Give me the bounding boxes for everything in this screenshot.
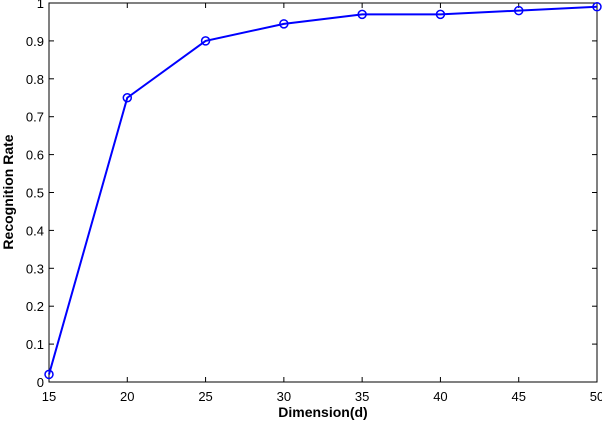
y-tick-label: 0.9 (26, 34, 44, 49)
plot-frame (48, 2, 598, 383)
data-point (435, 9, 446, 20)
data-point (200, 36, 211, 46)
y-tick-label: 0.4 (26, 223, 44, 238)
x-tick-label: 20 (120, 389, 134, 404)
data-point (122, 93, 133, 103)
x-tick-label: 15 (42, 389, 56, 404)
x-tick-label: 50 (590, 389, 602, 404)
data-point (592, 2, 602, 12)
data-point (279, 19, 289, 29)
x-axis-label: Dimension(d) (278, 404, 367, 420)
y-tick-label: 0.3 (26, 261, 44, 276)
y-tick-label: 0.6 (26, 148, 44, 163)
y-tick-label: 0.1 (26, 337, 44, 352)
y-tick-label: 0.2 (26, 299, 44, 314)
data-point (513, 5, 524, 16)
y-axis-label: Recognition Rate (0, 134, 16, 249)
y-tick-label: 0 (37, 375, 44, 390)
x-tick-label: 30 (277, 389, 291, 404)
x-tick-label: 25 (198, 389, 212, 404)
y-tick-label: 0.5 (26, 186, 44, 201)
x-tick-label: 35 (355, 389, 369, 404)
y-tick-label: 1 (37, 0, 44, 11)
data-point (357, 9, 367, 20)
y-tick-label: 0.8 (26, 72, 44, 87)
data-line (48, 5, 598, 375)
x-tick-label: 40 (433, 389, 447, 404)
data-point (44, 369, 54, 380)
x-tick-label: 45 (511, 389, 525, 404)
y-tick-label: 0.7 (26, 110, 44, 125)
